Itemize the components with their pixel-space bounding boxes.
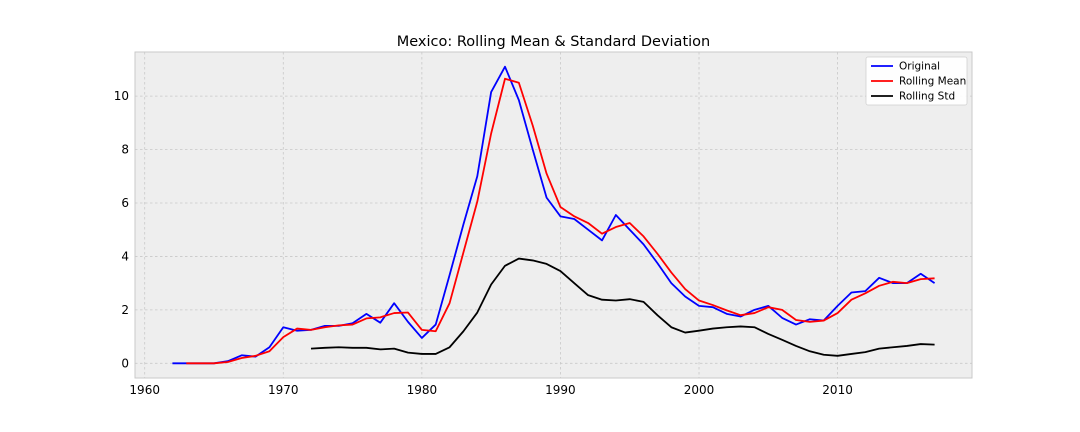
y-tick-label: 0 bbox=[121, 356, 129, 370]
y-tick-label: 2 bbox=[121, 303, 129, 317]
x-tick-label: 2000 bbox=[684, 383, 715, 397]
plot-area bbox=[135, 52, 972, 378]
y-tick-label: 10 bbox=[114, 89, 129, 103]
x-tick-label: 1980 bbox=[407, 383, 438, 397]
y-tick-label: 6 bbox=[121, 196, 129, 210]
x-tick-label: 1970 bbox=[268, 383, 299, 397]
series-line-rolling-mean bbox=[186, 77, 935, 365]
x-tick-label: 2010 bbox=[822, 383, 853, 397]
x-tick-label: 1960 bbox=[129, 383, 160, 397]
series-line-original bbox=[172, 65, 936, 365]
y-tick-label: 4 bbox=[121, 249, 129, 263]
series-lines bbox=[172, 65, 936, 365]
grid bbox=[135, 52, 972, 378]
legend: Original Rolling Mean Rolling Std bbox=[865, 56, 968, 106]
legend-label-rolling-std: Rolling Std bbox=[899, 91, 955, 103]
plot-frame bbox=[134, 51, 973, 379]
legend-label-original: Original bbox=[899, 61, 940, 73]
y-tick-label: 8 bbox=[121, 143, 129, 157]
chart-title: Mexico: Rolling Mean & Standard Deviatio… bbox=[397, 34, 710, 50]
legend-label-rolling-mean: Rolling Mean bbox=[899, 76, 966, 88]
tick-labels: 1960 1970 1980 1990 2000 2010 0 2 4 6 8 10 bbox=[114, 89, 853, 397]
legend-box bbox=[865, 56, 968, 106]
x-tick-label: 1990 bbox=[545, 383, 576, 397]
series-line-rolling-std bbox=[310, 257, 935, 357]
